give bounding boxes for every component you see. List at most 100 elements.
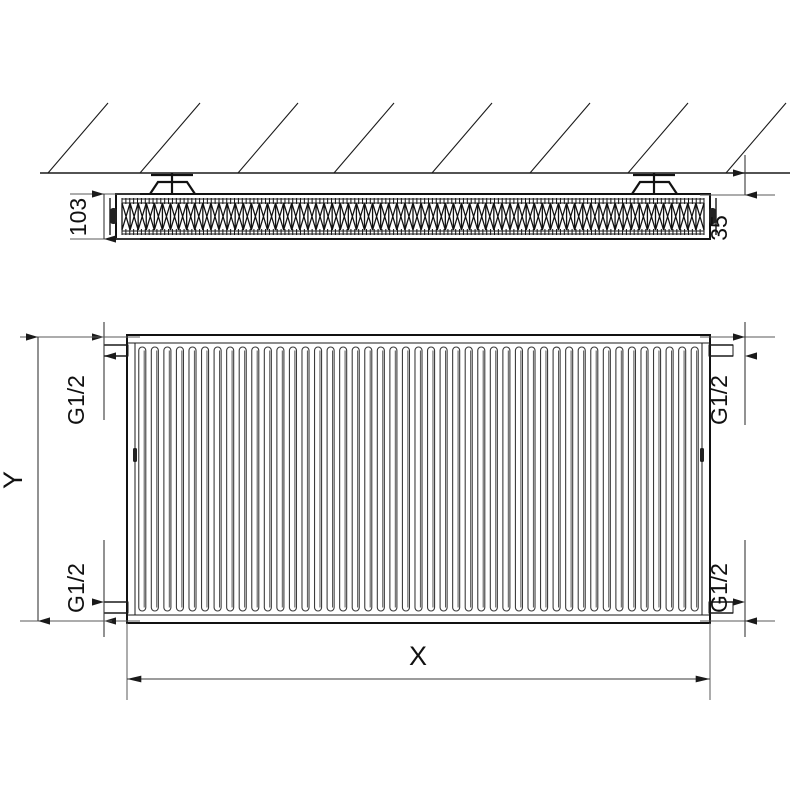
section-fin bbox=[266, 202, 277, 231]
section-fin bbox=[194, 202, 204, 231]
convector-rib bbox=[414, 346, 423, 612]
section-fin bbox=[177, 202, 188, 231]
section-fin bbox=[460, 202, 471, 231]
convector-rib bbox=[464, 346, 473, 612]
convector-rib bbox=[389, 346, 398, 612]
left-side-notch bbox=[133, 448, 137, 462]
convector-rib bbox=[640, 346, 649, 612]
convector-rib bbox=[163, 346, 172, 612]
convector-rib bbox=[138, 346, 147, 612]
section-fin bbox=[485, 202, 495, 231]
section-fin bbox=[574, 202, 584, 231]
convector-rib bbox=[452, 346, 461, 612]
convector-rib bbox=[678, 346, 687, 612]
section-fin bbox=[582, 202, 592, 231]
convector-rib bbox=[602, 346, 611, 612]
section-fin bbox=[121, 202, 131, 231]
convector-rib bbox=[552, 346, 561, 612]
convector-rib bbox=[175, 346, 185, 612]
section-fin bbox=[339, 202, 349, 231]
section-fin bbox=[493, 202, 503, 231]
dimension-depth-103: 103 bbox=[65, 190, 140, 243]
section-fin bbox=[662, 202, 673, 231]
section-fin bbox=[331, 202, 341, 231]
convector-rib bbox=[364, 346, 373, 612]
section-fin bbox=[444, 202, 455, 231]
section-fin bbox=[323, 202, 333, 231]
g-half-label-top-right: G1/2 bbox=[706, 375, 732, 425]
side-section-view: 103 35 bbox=[40, 102, 790, 243]
convector-rib bbox=[263, 346, 272, 612]
dimension-height-label: Y bbox=[0, 471, 28, 489]
dimension-width-X: X bbox=[126, 623, 711, 700]
convector-rib bbox=[326, 346, 335, 612]
dimension-depth-label: 103 bbox=[65, 198, 91, 236]
convector-rib bbox=[150, 346, 159, 612]
convector-rib bbox=[426, 346, 436, 612]
convector-rib bbox=[627, 346, 637, 612]
section-fin bbox=[186, 202, 196, 231]
section-fin bbox=[412, 202, 422, 231]
convector-rib bbox=[502, 346, 511, 612]
convector-rib bbox=[188, 346, 197, 612]
section-fin bbox=[630, 202, 640, 231]
convector-rib bbox=[313, 346, 323, 612]
section-fin bbox=[137, 202, 147, 231]
section-fin bbox=[687, 202, 697, 231]
convector-rib-group bbox=[138, 346, 699, 612]
section-fin bbox=[234, 202, 244, 231]
dimension-wall-gap-35: 35 bbox=[700, 155, 775, 241]
section-fin bbox=[541, 202, 552, 231]
section-fin bbox=[509, 202, 519, 231]
label-connection-top-right: G1/2 bbox=[700, 322, 775, 425]
section-fin bbox=[428, 202, 438, 231]
wall-bracket-left bbox=[149, 173, 196, 195]
convector-rib bbox=[351, 346, 360, 612]
section-fin bbox=[347, 202, 358, 231]
section-fin bbox=[557, 202, 568, 231]
section-fin bbox=[210, 202, 220, 231]
convector-fin-pattern bbox=[121, 198, 705, 235]
section-fin bbox=[388, 202, 398, 231]
section-fin bbox=[274, 202, 285, 231]
section-fin bbox=[671, 202, 681, 231]
section-fin bbox=[606, 202, 616, 231]
section-fin bbox=[436, 202, 446, 231]
section-fin bbox=[355, 202, 366, 231]
convector-rib bbox=[565, 346, 574, 612]
convector-rib bbox=[226, 346, 235, 612]
section-fin bbox=[145, 202, 155, 231]
convector-rib bbox=[577, 346, 586, 612]
section-fin bbox=[420, 202, 430, 231]
label-connection-bottom-left: G1/2 bbox=[60, 540, 140, 637]
front-elevation-view: G1/2 G1/2 G1/2 G1/2 bbox=[0, 322, 775, 700]
convector-rib bbox=[301, 346, 310, 612]
section-fin bbox=[226, 202, 236, 231]
section-fin bbox=[291, 202, 301, 231]
wall-hatching bbox=[47, 102, 787, 174]
dimension-width-label: X bbox=[409, 641, 427, 671]
section-fin bbox=[549, 202, 560, 231]
section-fin bbox=[614, 202, 624, 231]
g-half-label-bottom-right: G1/2 bbox=[706, 563, 732, 613]
convector-rib bbox=[401, 346, 411, 612]
section-fin bbox=[452, 202, 463, 231]
section-fin bbox=[695, 202, 705, 231]
g-half-label-top-left: G1/2 bbox=[63, 375, 89, 425]
convector-rib bbox=[652, 346, 662, 612]
convector-rib bbox=[288, 346, 298, 612]
wall-bracket-right bbox=[631, 173, 678, 195]
convector-rib bbox=[251, 346, 260, 612]
section-fin bbox=[638, 202, 649, 231]
section-fin bbox=[129, 202, 139, 231]
convector-rib bbox=[514, 346, 524, 612]
section-fin bbox=[517, 202, 527, 231]
convector-rib bbox=[238, 346, 247, 612]
section-fin bbox=[363, 202, 374, 231]
section-fin bbox=[169, 202, 180, 231]
section-fin bbox=[590, 202, 600, 231]
convector-rib bbox=[527, 346, 536, 612]
convector-rib bbox=[276, 346, 285, 612]
section-fin bbox=[396, 202, 406, 231]
